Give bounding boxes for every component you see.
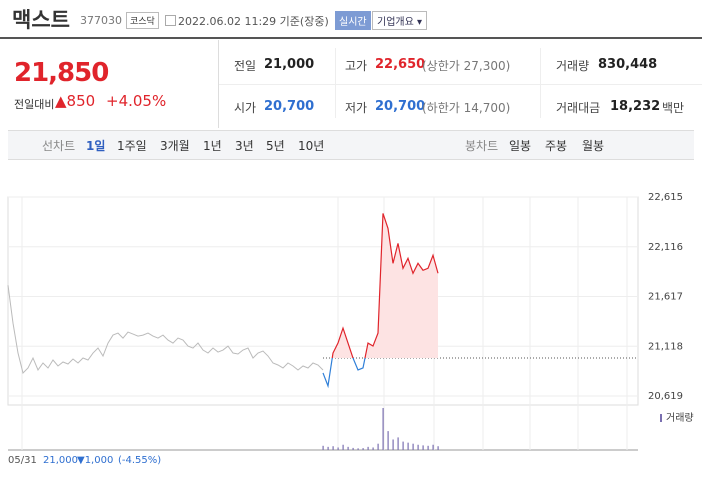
volume-bar [357,448,359,450]
volume-bar [377,443,379,450]
clock-icon [165,15,176,26]
divider [335,48,336,118]
volume-bar [327,446,329,450]
stat-value: 18,232 [610,99,661,114]
current-price: 21,850 [14,58,109,88]
stat-value: 22,650 [375,57,426,72]
tab[interactable]: 1년 [203,139,222,153]
price-line [331,213,439,359]
volume-bar [337,447,339,450]
tab[interactable]: 일봉 [509,139,532,153]
y-tick-label: 22,615 [648,192,683,203]
tab-group-label: 선차트 [42,139,76,153]
tab[interactable]: 1주일 [117,139,147,153]
tab-group-label: 봉차트 [465,139,499,153]
stat-value: 830,448 [598,57,658,72]
tab-bar [8,130,694,160]
volume-bar [387,431,389,450]
volume-bar [407,442,409,450]
volume-bar [347,446,349,450]
footer-price: 21,000 [43,455,78,466]
volume-bar [342,444,344,450]
footer-rate: (-4.55%) [118,455,162,466]
stat-value: 20,700 [264,99,315,114]
tab[interactable]: 5년 [266,139,285,153]
divider [540,48,541,118]
stat-value: 20,700 [375,99,426,114]
volume-bar [417,444,419,450]
stat-value: 21,000 [264,57,315,72]
realtime-badge[interactable]: 실시간 [335,11,371,30]
volume-bar [382,408,384,450]
footer-date: 05/31 [8,455,37,466]
stat-extra: (상한가 27,300) [422,59,511,73]
tab[interactable]: 3년 [235,139,254,153]
volume-bar [402,441,404,450]
datetime: 2022.06.02 11:29 기준(장중) [178,15,329,28]
change-rate: +4.05% [106,92,167,110]
company-button[interactable]: 기업개요 ▾ [372,11,427,30]
stat-label: 전일 [234,59,257,73]
divider [218,40,219,128]
tab[interactable]: 10년 [298,139,325,153]
stat-label: 거래량 [556,59,590,73]
stat-extra: (하한가 14,700) [422,101,511,115]
change-label: 전일대비 [14,98,55,111]
volume-bar [412,443,414,450]
volume-bar [322,445,324,450]
y-tick-label: 20,619 [648,391,683,402]
change: ▲850 [55,92,96,110]
divider [219,84,702,85]
chart: 22,61522,11621,61721,11820,61905/3106/02… [7,192,694,451]
market-badge: 코스닥 [126,12,159,29]
y-tick-label: 21,118 [648,341,683,352]
footer-change: ▼1,000 [77,455,114,466]
tab[interactable]: 월봉 [582,139,605,153]
y-tick-label: 22,116 [648,242,683,253]
price-line [7,285,324,374]
volume-bar [372,447,374,450]
area [332,213,438,359]
stat-label: 저가 [345,101,368,115]
volume-bar [352,447,354,450]
stat-label: 거래대금 [556,101,601,115]
volume-bar [437,446,439,450]
tab[interactable]: 3개월 [160,139,190,153]
y-tick-label: 21,617 [648,292,683,303]
volume-legend-swatch [660,414,662,422]
stock-name: 맥스트 [12,8,70,32]
volume-bar [332,446,334,450]
volume-bar [367,446,369,450]
volume-bar [397,437,399,450]
stat-label: 시가 [234,101,257,115]
stock-code: 377030 [80,14,122,27]
volume-label: 거래량 [666,412,694,424]
volume-bar [427,445,429,450]
volume-bar [392,439,394,450]
stat-unit: 백만 [662,101,685,115]
stat-label: 고가 [345,59,368,73]
volume-bar [422,445,424,450]
tab[interactable]: 1일 [86,139,106,153]
volume-bar [362,448,364,450]
divider [0,37,702,39]
tab[interactable]: 주봉 [545,139,568,153]
volume-bar [432,444,434,450]
